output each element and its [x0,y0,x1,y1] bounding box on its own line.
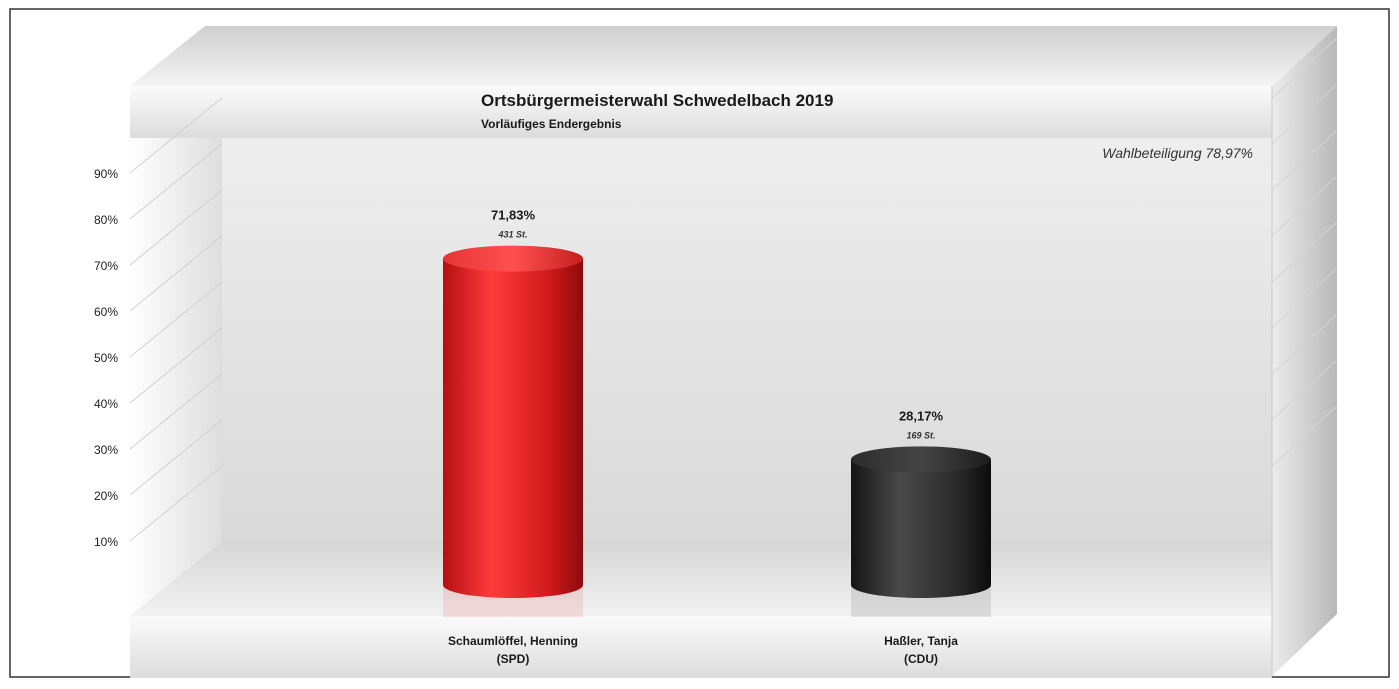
y-tick-label: 40% [94,397,118,411]
chart-subtitle: Vorläufiges Endergebnis [481,117,622,131]
box-back-wall [222,138,1272,541]
box-floor [130,541,1272,616]
bar-top [851,446,991,473]
category-label: Haßler, Tanja [884,634,958,648]
gridline-right [1271,129,1338,191]
y-tick-label: 80% [94,213,118,227]
bar-2 [851,446,991,617]
gridline-left [129,235,223,312]
gridline-right [1271,405,1338,467]
box-left-wall [130,138,222,616]
chart-title: Ortsbürgermeisterwahl Schwedelbach 2019 [481,91,833,110]
box-bottom-band [130,616,1272,678]
gridline-right [1271,267,1338,329]
y-tick-label: 30% [94,443,118,457]
y-tick-label: 10% [94,535,118,549]
gridline-left [129,419,223,496]
gridlines [129,37,1338,542]
y-tick-label: 50% [94,351,118,365]
box-header-band [130,86,1272,138]
y-tick-label: 60% [94,305,118,319]
value-label: 71,83% [491,208,536,223]
gridline-left [129,373,223,450]
box-right-wall [1272,26,1337,676]
y-tick-label: 70% [94,259,118,273]
bar-1 [443,245,583,617]
gridline-left [129,327,223,404]
votes-label: 431 St. [497,230,527,240]
gridline-right [1271,175,1338,237]
gridline-right [1271,359,1338,421]
gridline-left [129,143,223,220]
y-axis-ticks: 90% 80% 70% 60% 50% 40% 30% 20% 10% [94,167,118,549]
category-party-label: (SPD) [497,652,530,666]
bar-body [443,258,583,598]
value-label: 28,17% [899,408,944,423]
category-label: Schaumlöffel, Henning [448,634,578,648]
gridline-right [1271,313,1338,375]
gridline-left [129,281,223,358]
gridline-left [129,189,223,266]
y-tick-label: 90% [94,167,118,181]
gridline-right [1271,221,1338,283]
gridline-left [129,97,223,174]
votes-label: 169 St. [906,430,935,440]
bars [443,245,991,617]
bar-body [851,459,991,598]
gridline-right [1271,37,1338,99]
bar-labels: 71,83% 431 St. Schaumlöffel, Henning (SPD) 2… [448,208,958,666]
category-party-label: (CDU) [904,652,938,666]
turnout-annotation: Wahlbeteiligung 78,97% [1102,145,1253,161]
bar-top [443,245,583,272]
gridline-left [129,465,223,542]
box-top-face [130,26,1337,86]
gridline-right [1271,83,1338,145]
y-tick-label: 20% [94,489,118,503]
